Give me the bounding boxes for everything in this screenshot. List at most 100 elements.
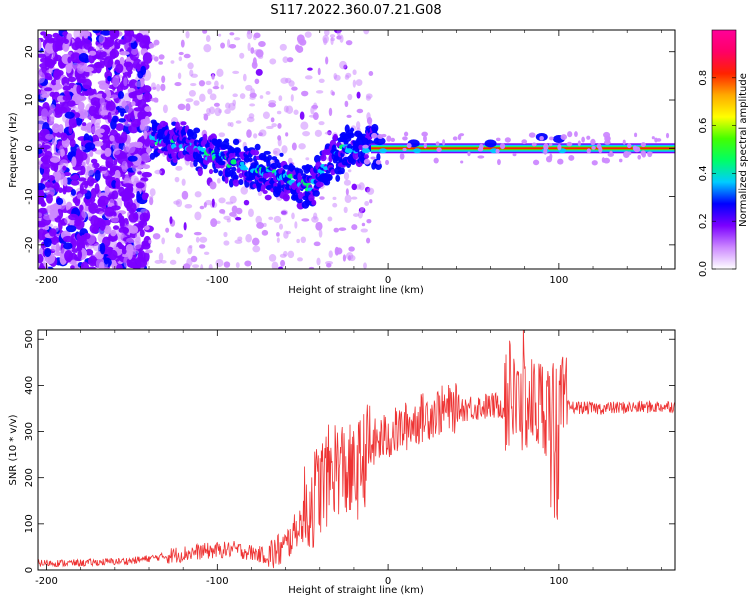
heatmap-cell	[98, 211, 105, 217]
heatmap-cell	[591, 145, 596, 150]
heatmap-cell	[232, 70, 240, 74]
heatmap-cell	[256, 183, 261, 193]
heatmap-cell	[40, 31, 47, 36]
spectrogram-y-label: Frequency (Hz)	[8, 112, 19, 188]
heatmap-cell	[626, 143, 632, 149]
heatmap-cell	[421, 131, 428, 137]
heatmap-cell	[314, 129, 322, 137]
heatmap-cell	[49, 157, 61, 163]
heatmap-cell	[175, 246, 181, 255]
heatmap-cell	[294, 221, 298, 229]
heatmap-cell	[65, 225, 77, 233]
heatmap-cell	[228, 152, 237, 159]
heatmap-cell	[93, 243, 101, 252]
heatmap-cell	[112, 115, 118, 123]
heatmap-cell	[38, 220, 46, 226]
heatmap-cell	[49, 209, 54, 214]
heatmap-cell	[238, 178, 244, 186]
heatmap-cell	[319, 196, 325, 200]
heatmap-cell	[257, 191, 263, 197]
heatmap-cell	[532, 159, 540, 166]
heatmap-cell	[187, 245, 193, 255]
heatmap-cell	[381, 133, 387, 138]
heatmap-cell	[51, 123, 60, 134]
heatmap-cell	[155, 83, 161, 92]
heatmap-cell	[140, 153, 152, 163]
heatmap-cell	[38, 183, 46, 191]
heatmap-cell	[132, 163, 142, 173]
heatmap-cell	[140, 65, 147, 76]
heatmap-cell	[197, 167, 203, 177]
heatmap-cell	[287, 250, 295, 259]
heatmap-cell	[115, 63, 124, 74]
heatmap-cell	[368, 70, 374, 76]
snr-plot-area	[38, 330, 675, 570]
heatmap-cell	[135, 182, 145, 189]
heatmap-cell	[557, 143, 562, 151]
heatmap-cell	[436, 147, 442, 153]
heatmap-cell	[83, 232, 91, 240]
heatmap-cell	[165, 227, 170, 233]
heatmap-cell	[300, 121, 309, 130]
snr-y-tick-label: 0	[24, 567, 35, 573]
heatmap-cell	[53, 69, 58, 81]
heatmap-cell	[114, 169, 121, 181]
heatmap-cell	[262, 111, 270, 120]
heatmap-cell	[68, 213, 79, 221]
heatmap-cell	[73, 112, 81, 119]
heatmap-cell	[549, 143, 553, 147]
heatmap-cell	[63, 242, 73, 250]
heatmap-cell	[665, 132, 670, 139]
heatmap-cell	[220, 84, 224, 90]
heatmap-cell	[183, 53, 191, 59]
heatmap-cell	[312, 102, 318, 111]
heatmap-cell	[335, 247, 343, 255]
heatmap-cell	[326, 173, 332, 182]
heatmap-cell	[363, 262, 367, 269]
heatmap-cell	[244, 260, 252, 267]
heatmap-cell	[495, 148, 500, 154]
heatmap-cell	[141, 242, 151, 250]
heatmap-cell	[369, 199, 373, 204]
heatmap-cell	[136, 258, 148, 268]
heatmap-cell	[403, 131, 409, 137]
heatmap-cell	[61, 76, 70, 87]
heatmap-cell	[117, 243, 125, 250]
heatmap-cell	[90, 158, 98, 164]
heatmap-cell	[90, 188, 97, 199]
heatmap-cell	[327, 216, 333, 222]
heatmap-cell	[94, 149, 106, 155]
heatmap-cell	[363, 154, 369, 160]
snr-panel: -200 -100 0 100 0 100 200 300 400 500 Height of …	[8, 329, 676, 596]
heatmap-cell	[253, 49, 262, 55]
heatmap-cell	[360, 228, 368, 233]
heatmap-cell	[67, 56, 72, 64]
heatmap-cell	[126, 258, 132, 268]
heatmap-cell	[378, 148, 387, 154]
heatmap-cell	[48, 109, 56, 120]
heatmap-cell	[177, 103, 186, 111]
heatmap-cell	[307, 67, 313, 71]
heatmap-cell	[247, 42, 251, 52]
heatmap-cell	[229, 195, 237, 204]
heatmap-cell	[543, 148, 548, 155]
heatmap-cell	[76, 242, 83, 250]
heatmap-cell	[99, 218, 106, 231]
heatmap-cell	[258, 132, 263, 137]
heatmap-cell	[43, 91, 50, 97]
heatmap-cell	[203, 43, 212, 53]
heatmap-cell	[82, 78, 92, 90]
heatmap-cell	[119, 51, 130, 56]
heatmap-cell	[433, 157, 439, 164]
heatmap-cell	[139, 119, 146, 131]
heatmap-cell	[249, 103, 256, 107]
heatmap-cell	[129, 246, 134, 255]
heatmap-cell	[62, 85, 72, 91]
heatmap-cell	[209, 181, 217, 190]
heatmap-cell	[39, 247, 44, 256]
snr-x-tick-label: 100	[549, 576, 568, 587]
heatmap-cell	[120, 111, 125, 117]
heatmap-cell	[109, 198, 115, 207]
heatmap-cell	[58, 187, 64, 194]
heatmap-cell	[317, 67, 321, 76]
